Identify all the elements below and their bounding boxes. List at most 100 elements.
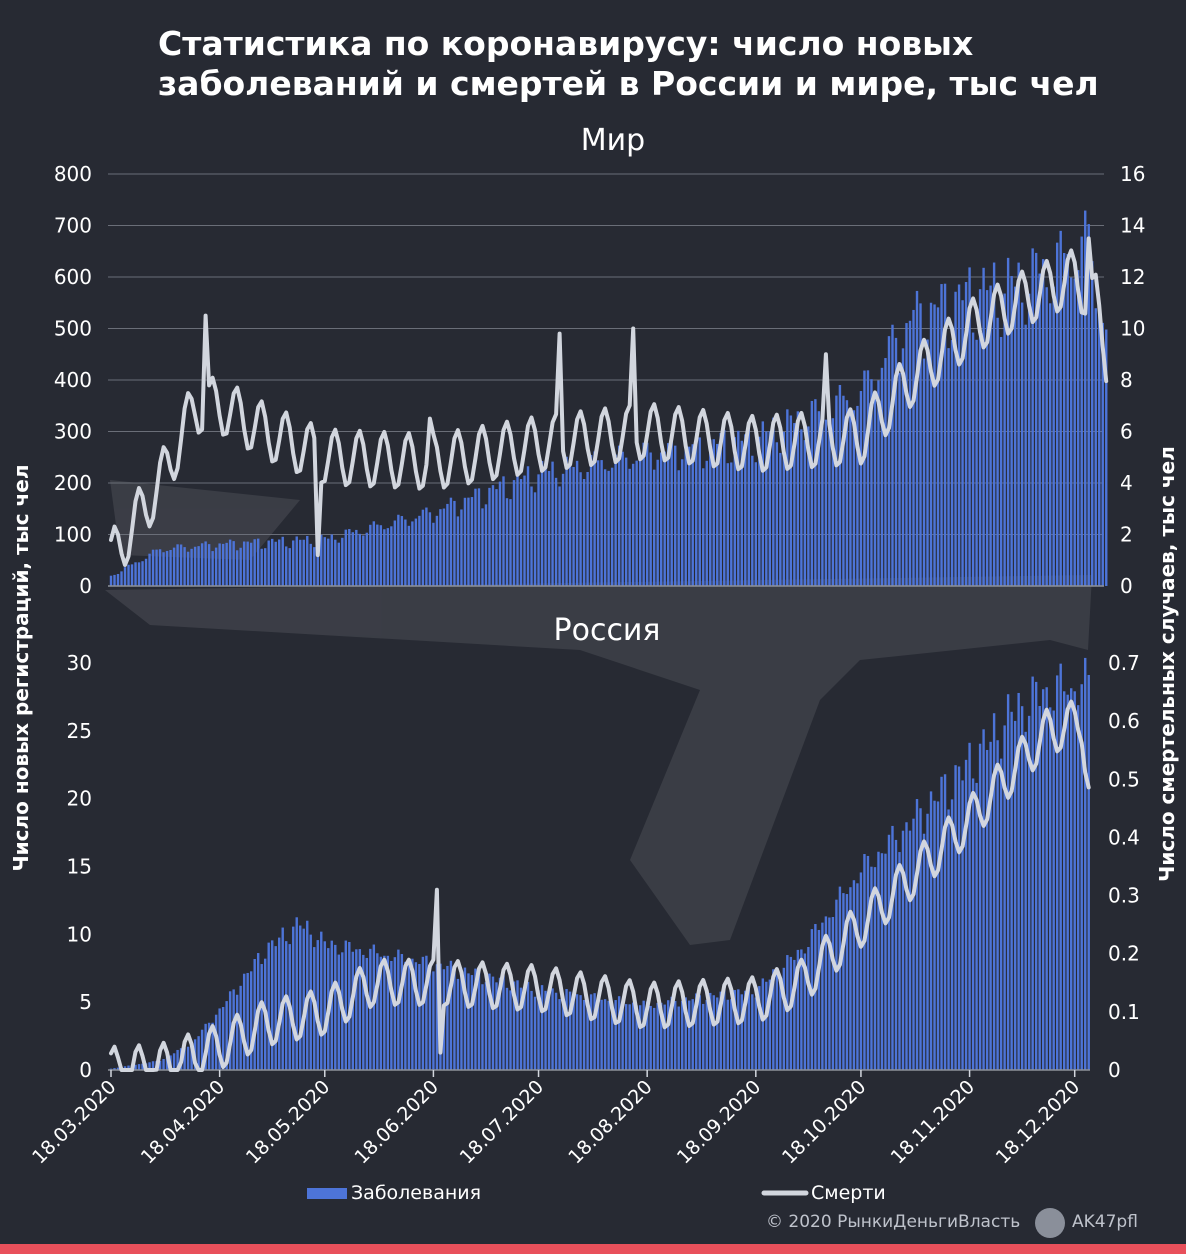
bar <box>880 367 884 586</box>
bar <box>656 459 659 586</box>
bar <box>551 461 554 586</box>
bar <box>141 1063 144 1070</box>
bar <box>477 970 481 1070</box>
copyright-credit: © 2020 РынкиДеньгиВласть <box>766 1212 1021 1232</box>
bar <box>330 534 333 586</box>
bar <box>376 524 379 586</box>
bar <box>943 283 947 586</box>
bar <box>821 406 824 586</box>
bar <box>695 993 698 1070</box>
y-tick-right: 0.6 <box>1108 709 1140 733</box>
bar <box>856 405 859 586</box>
y-tick-right: 0 <box>1120 574 1133 598</box>
bar <box>523 986 526 1070</box>
bar <box>558 999 561 1070</box>
bar <box>603 469 607 586</box>
chart-title: Статистика по коронавирусу: число новых … <box>158 24 1099 103</box>
bar <box>898 372 901 586</box>
bar <box>344 529 347 586</box>
bar <box>260 964 263 1070</box>
bar <box>561 473 565 586</box>
bar <box>670 996 673 1070</box>
bar <box>309 934 312 1070</box>
bar <box>330 940 333 1070</box>
bar <box>313 547 316 586</box>
bar <box>1073 278 1076 586</box>
bar <box>758 986 761 1070</box>
bar <box>327 538 330 586</box>
bar <box>779 977 782 1070</box>
bar <box>127 1065 130 1070</box>
bar <box>186 551 190 586</box>
bar <box>761 978 765 1070</box>
bar <box>1031 676 1034 1070</box>
bar <box>383 955 386 1070</box>
bar <box>463 497 467 586</box>
bar <box>915 290 919 586</box>
bar <box>610 1003 614 1070</box>
bar <box>964 282 968 586</box>
bar <box>828 425 831 586</box>
bar <box>495 982 498 1070</box>
bar <box>575 994 579 1070</box>
bar <box>782 431 786 586</box>
x-tick-label: 18.05.2020 <box>242 1076 334 1168</box>
bar <box>418 964 421 1070</box>
bar <box>137 1064 141 1070</box>
bar <box>554 992 558 1070</box>
bar <box>628 468 631 586</box>
bar <box>435 515 439 586</box>
bar <box>505 987 509 1070</box>
bar <box>824 419 828 586</box>
bar <box>905 822 908 1070</box>
bar <box>249 542 253 586</box>
bar <box>947 348 950 586</box>
bar <box>642 1000 645 1070</box>
bar <box>351 951 355 1070</box>
bar <box>484 982 488 1070</box>
bar <box>344 940 347 1070</box>
bar <box>1027 293 1031 586</box>
bar <box>498 481 502 586</box>
bar <box>737 430 740 586</box>
bar <box>617 445 621 586</box>
bar <box>207 544 211 586</box>
bar <box>1052 710 1055 1070</box>
bar <box>1006 694 1010 1070</box>
bar <box>996 317 999 586</box>
x-tick-label: 18.04.2020 <box>137 1076 229 1168</box>
bar <box>982 267 985 586</box>
bar <box>460 973 463 1070</box>
bar <box>835 395 838 586</box>
bar <box>926 813 929 1070</box>
bar <box>733 437 736 586</box>
bar <box>453 500 456 586</box>
bar <box>709 439 712 586</box>
bar <box>908 830 912 1070</box>
bar <box>274 541 277 586</box>
bar <box>1038 706 1041 1070</box>
bar <box>663 1004 666 1070</box>
bar <box>807 426 810 586</box>
bar <box>891 324 894 586</box>
bar <box>754 997 758 1070</box>
bar <box>232 541 235 586</box>
bar <box>747 985 751 1070</box>
bar <box>740 440 743 586</box>
bar <box>393 957 397 1070</box>
bar <box>884 358 887 586</box>
y-tick-right: 10 <box>1120 317 1145 341</box>
bar <box>481 984 484 1070</box>
bar <box>1080 684 1083 1070</box>
bar <box>572 467 575 586</box>
bar <box>323 941 326 1070</box>
bar <box>880 853 884 1070</box>
bar <box>519 987 523 1070</box>
bar <box>533 492 537 586</box>
bar <box>512 480 516 586</box>
bar <box>386 528 390 586</box>
bar <box>691 444 694 586</box>
bar <box>351 532 355 586</box>
bar <box>526 981 530 1070</box>
bar <box>425 507 428 586</box>
